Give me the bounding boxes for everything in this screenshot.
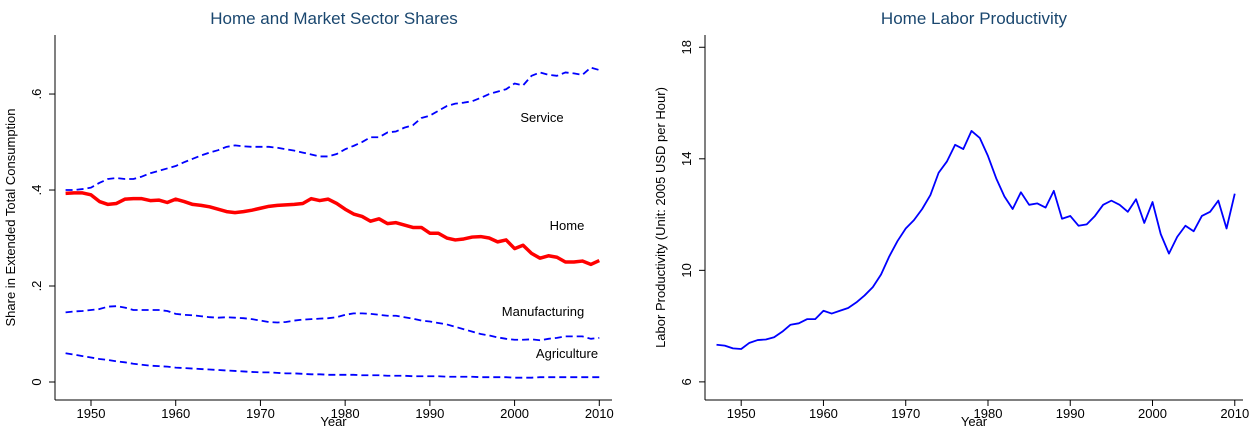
y-axis-label: Share in Extended Total Consumption <box>3 108 18 326</box>
y-tick-label: 10 <box>679 263 694 277</box>
series-line <box>65 352 600 379</box>
x-tick-label: 1980 <box>974 406 1003 421</box>
series-line <box>65 305 600 342</box>
x-tick-label: 2000 <box>500 406 529 421</box>
y-tick-label: .2 <box>29 281 44 292</box>
y-tick-label: .4 <box>29 185 44 196</box>
series-line <box>65 191 601 267</box>
series-label: Manufacturing <box>502 304 584 319</box>
y-tick-label: .6 <box>29 89 44 100</box>
y-tick-label: 18 <box>679 40 694 54</box>
y-tick-label: 0 <box>29 378 44 385</box>
x-tick-label: 1990 <box>1056 406 1085 421</box>
x-axis-label: Year <box>961 414 988 429</box>
x-tick-label: 2010 <box>585 406 614 421</box>
y-tick-label: 14 <box>679 152 694 166</box>
x-tick-label: 1960 <box>161 406 190 421</box>
series-label: Agriculture <box>536 346 598 361</box>
x-tick-label: 1960 <box>809 406 838 421</box>
chart-title: Home and Market Sector Shares <box>210 9 458 28</box>
x-tick-label: 1970 <box>246 406 275 421</box>
x-axis-label: Year <box>320 414 347 429</box>
y-tick-label: 6 <box>679 378 694 385</box>
x-tick-label: 2010 <box>1220 406 1249 421</box>
x-tick-label: 2000 <box>1138 406 1167 421</box>
series-line <box>716 130 1236 350</box>
series-line <box>65 66 600 191</box>
y-axis-label: Labor Productivity (Unit: 2005 USD per H… <box>653 87 668 348</box>
x-tick-label: 1950 <box>77 406 106 421</box>
x-tick-label: 1950 <box>727 406 756 421</box>
x-tick-label: 1970 <box>891 406 920 421</box>
x-tick-label: 1990 <box>415 406 444 421</box>
chart-title: Home Labor Productivity <box>881 9 1068 28</box>
series-label: Home <box>550 218 585 233</box>
x-tick-label: 1980 <box>331 406 360 421</box>
series-label: Service <box>520 110 563 125</box>
